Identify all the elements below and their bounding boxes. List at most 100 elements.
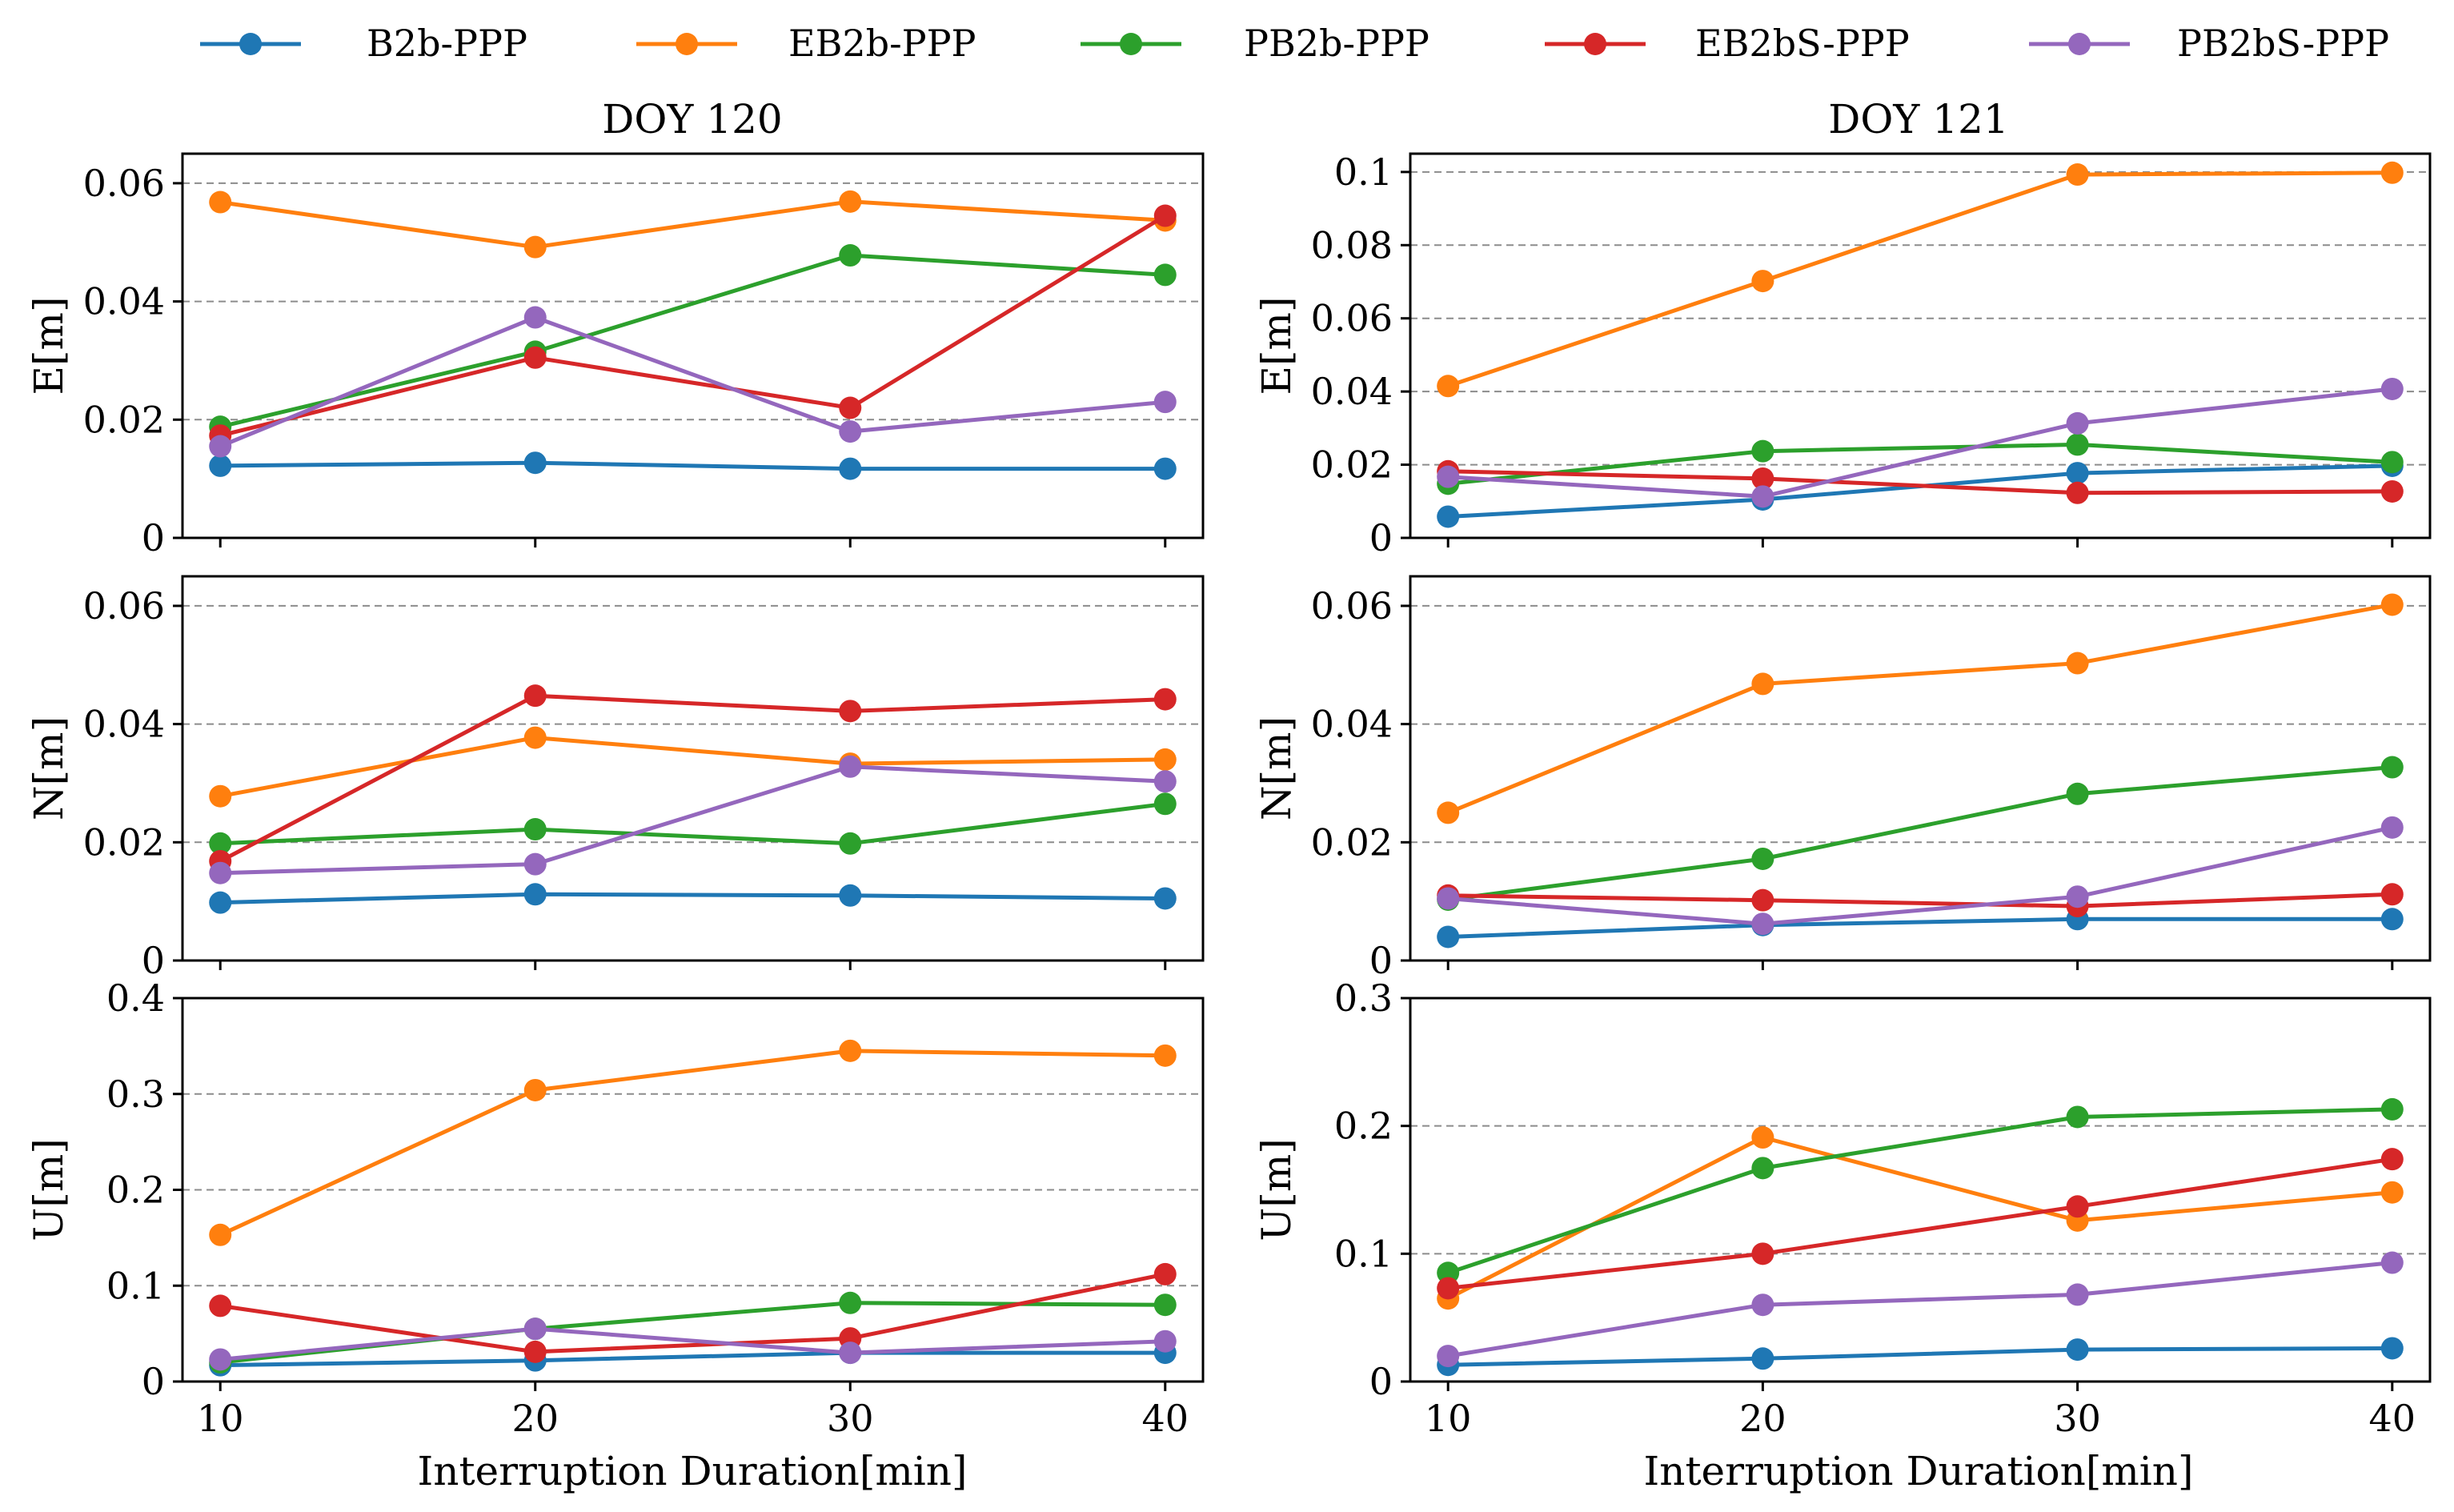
data-point-pb2bs-ppp [1751, 485, 1774, 508]
data-point-eb2b-ppp [2380, 1181, 2404, 1204]
data-point-b2b-ppp [2066, 462, 2089, 485]
panel-doy121-east: 0 0.02 0.04 0.06 0.08 0.1 E[m] [1253, 150, 2432, 559]
data-point-pb2b-ppp [523, 818, 547, 841]
data-point-eb2b-ppp [1153, 1044, 1177, 1067]
legend-entry: B2b-PPP [200, 22, 527, 65]
x-tick-label: 20 [1739, 1397, 1786, 1440]
series-line-eb2b-ppp [1447, 170, 2392, 388]
data-point-eb2bs-ppp [2380, 1148, 2404, 1171]
panel-doy121-up: 0 0.1 0.2 0.3 10 20 30 40 U[m] [1253, 977, 2432, 1440]
data-point-pb2b-ppp [2066, 782, 2089, 805]
y-tick-label: 0.04 [1311, 703, 1393, 746]
data-point-pb2bs-ppp [1751, 912, 1774, 936]
data-point-pb2bs-ppp [523, 306, 547, 329]
data-point-eb2bs-ppp [1751, 1242, 1774, 1265]
x-tick-label: 30 [2054, 1397, 2101, 1440]
data-point-eb2b-ppp [523, 235, 547, 259]
data-point-eb2bs-ppp [839, 396, 862, 419]
data-point-pb2b-ppp [839, 1291, 862, 1314]
y-tick-label: 0.08 [1311, 223, 1393, 267]
data-point-eb2b-ppp [839, 190, 862, 213]
data-point-pb2bs-ppp [1153, 1330, 1177, 1353]
data-point-eb2b-ppp [1153, 748, 1177, 771]
data-point-eb2b-ppp [209, 191, 232, 214]
legend-entry: EB2bS-PPP [1545, 22, 1910, 65]
series-line-b2b-ppp [1448, 1346, 2392, 1367]
series-line-eb2bs-ppp [1447, 1157, 2393, 1290]
y-tick-label: 0.1 [1334, 1232, 1393, 1275]
y-tick-label: 0.04 [1311, 370, 1393, 413]
series-line-eb2b-ppp [219, 199, 1165, 250]
data-point-pb2bs-ppp [1437, 465, 1460, 488]
data-point-eb2bs-ppp [1751, 467, 1774, 490]
data-point-pb2b-ppp [1751, 439, 1774, 463]
series-line-eb2bs-ppp [219, 693, 1165, 864]
y-tick-label: 0.1 [1334, 150, 1393, 194]
data-point-eb2bs-ppp [2066, 1195, 2089, 1218]
data-point-pb2b-ppp [839, 832, 862, 855]
data-point-b2b-ppp [523, 883, 547, 906]
data-point-b2b-ppp [1153, 887, 1177, 910]
legend-entry: PB2b-PPP [1081, 22, 1429, 65]
data-point-pb2bs-ppp [209, 435, 232, 458]
legend: B2b-PPP EB2b-PPP PB2b-PPP EB2bS-PPP PB2b… [200, 22, 2389, 65]
plot-frame [181, 575, 1205, 962]
data-point-b2b-ppp [523, 451, 547, 475]
series-line-b2b-ppp [220, 460, 1165, 471]
data-point-eb2b-ppp [209, 784, 232, 808]
series-line-eb2b-ppp [219, 1049, 1165, 1237]
y-tick-label: 0 [1369, 516, 1393, 559]
series-line-pb2bs-ppp [1447, 825, 2393, 926]
data-point-pb2b-ppp [2380, 451, 2404, 474]
series-line-pb2bs-ppp [219, 1326, 1165, 1362]
plot-frame [1409, 152, 2432, 539]
y-tick-label: 0 [142, 939, 165, 982]
y-tick-label: 0.04 [83, 280, 165, 323]
plot-frame [1409, 997, 2432, 1383]
panel-doy121-north: 0 0.02 0.04 0.06 N[m] [1253, 575, 2432, 982]
series-line-pb2b-ppp [1447, 1107, 2392, 1275]
data-point-eb2b-ppp [1437, 375, 1460, 398]
data-point-pb2bs-ppp [523, 852, 547, 876]
series-line-eb2bs-ppp [1448, 469, 2392, 495]
y-tick-label: 0.06 [83, 584, 165, 628]
data-point-eb2b-ppp [839, 1039, 862, 1062]
data-point-b2b-ppp [209, 454, 232, 477]
y-tick-label: 0.06 [83, 162, 165, 205]
data-point-pb2b-ppp [2380, 1097, 2404, 1121]
data-point-pb2bs-ppp [2066, 411, 2089, 435]
series-line-pb2bs-ppp [219, 315, 1166, 448]
y-tick-label: 0.06 [1311, 584, 1393, 628]
series-line-eb2b-ppp [1447, 602, 2393, 815]
legend-marker-1 [676, 33, 698, 55]
data-point-eb2bs-ppp [2066, 481, 2089, 504]
data-point-pb2b-ppp [2380, 756, 2404, 779]
plot-frame [181, 997, 1205, 1383]
series-line-b2b-ppp [220, 892, 1165, 905]
data-point-b2b-ppp [1437, 925, 1460, 949]
data-point-pb2b-ppp [839, 244, 862, 267]
y-tick-label: 0.04 [83, 703, 165, 746]
y-axis-label: N[m] [1253, 716, 1300, 820]
data-point-b2b-ppp [1153, 457, 1177, 480]
legend-label: EB2b-PPP [788, 22, 976, 65]
series-line-pb2b-ppp [219, 253, 1165, 429]
y-tick-label: 0 [1369, 1360, 1393, 1403]
x-axis-label-right: Interruption Duration[min] [1644, 1448, 2194, 1494]
y-tick-label: 0.3 [106, 1073, 165, 1116]
legend-entry: EB2b-PPP [636, 22, 976, 65]
y-tick-label: 0.3 [1334, 977, 1393, 1020]
y-tick-label: 0.02 [83, 820, 165, 864]
data-point-b2b-ppp [839, 884, 862, 907]
x-tick-label: 10 [197, 1397, 244, 1440]
y-tick-label: 0.02 [83, 398, 165, 441]
y-axis-label: E[m] [26, 297, 72, 395]
data-point-pb2b-ppp [2066, 1105, 2089, 1129]
data-point-eb2bs-ppp [1751, 888, 1774, 912]
y-tick-label: 0.2 [1334, 1105, 1393, 1148]
data-point-b2b-ppp [1437, 505, 1460, 528]
legend-label: PB2b-PPP [1244, 22, 1429, 65]
y-tick-label: 0 [142, 516, 165, 559]
series-line-pb2b-ppp [1447, 442, 2392, 486]
y-tick-label: 0.4 [106, 977, 165, 1020]
